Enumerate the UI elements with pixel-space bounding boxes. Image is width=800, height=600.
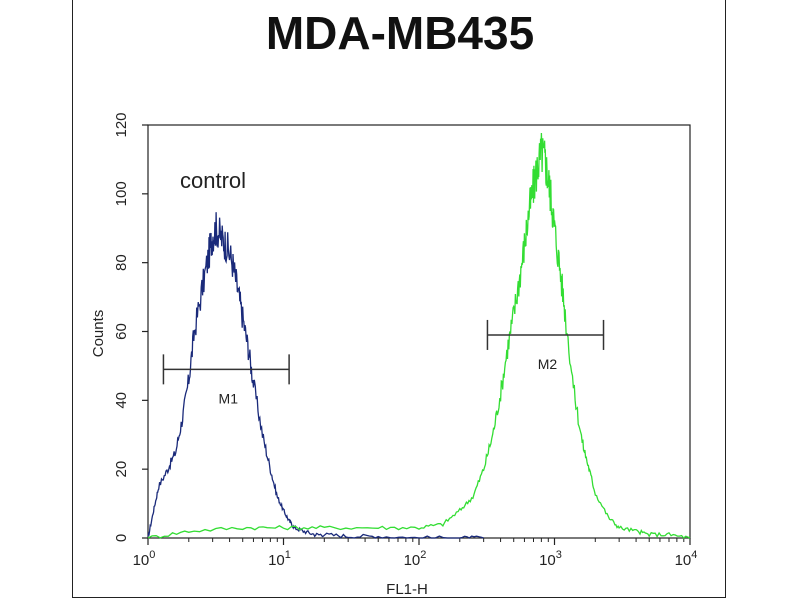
control-histogram-line (147, 212, 484, 539)
marker-label: M2 (538, 356, 558, 372)
y-tick-label: 60 (113, 323, 130, 340)
x-tick-label: 104 (675, 549, 698, 569)
y-axis: 0 20 40 60 80 100 120 (113, 112, 148, 542)
x-axis-label: FL1-H (386, 581, 428, 598)
y-tick-label: 80 (113, 254, 130, 271)
x-axis: 100 101 102 103 104 (133, 538, 698, 569)
x-tick-label: 103 (539, 549, 562, 569)
y-tick-label: 20 (113, 461, 130, 478)
y-tick-label: 40 (113, 392, 130, 409)
sample-histogram-line (147, 132, 691, 539)
control-annotation: control (180, 168, 246, 193)
y-axis-label: Counts (90, 310, 107, 358)
series-group (147, 132, 691, 539)
x-tick-label: 101 (268, 549, 291, 569)
chart-title: MDA-MB435 (265, 7, 535, 59)
markers-group: M1 M2 (162, 319, 605, 406)
y-tick-label: 100 (113, 181, 130, 206)
figure-frame (72, 0, 726, 598)
x-tick-label: 102 (404, 549, 427, 569)
y-tick-label: 120 (113, 112, 130, 137)
marker-label: M1 (219, 390, 239, 406)
y-tick-label: 0 (113, 534, 130, 542)
x-tick-label: 100 (133, 549, 156, 569)
